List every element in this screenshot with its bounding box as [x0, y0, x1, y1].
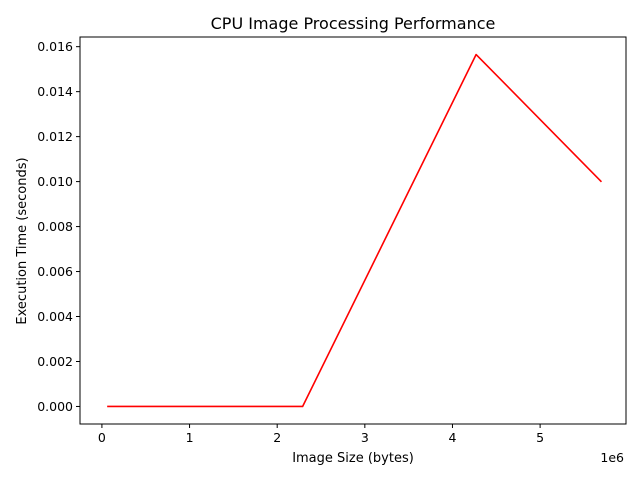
y-tick-label: 0.004 [37, 309, 73, 324]
y-tick-label: 0.002 [37, 354, 73, 369]
y-tick-label: 0.010 [37, 174, 73, 189]
y-axis-label: Execution Time (seconds) [15, 157, 30, 324]
x-tick-label: 1 [186, 430, 194, 445]
x-tick-label: 5 [536, 430, 544, 445]
y-tick-label: 0.016 [37, 39, 73, 54]
y-tick-label: 0.012 [37, 129, 73, 144]
x-tick-label: 0 [98, 430, 106, 445]
plot-area: 0 1 2 3 4 5 0.000 0.002 0.004 0.006 0.008 0.010 0.01… [37, 36, 627, 445]
x-tick-label: 3 [361, 430, 369, 445]
y-tick-label: 0.000 [37, 399, 73, 414]
plot-frame [79, 36, 627, 425]
x-tick-label: 2 [273, 430, 281, 445]
y-tick-label: 0.008 [37, 219, 73, 234]
chart-title: CPU Image Processing Performance [211, 14, 496, 33]
y-tick-label: 0.006 [37, 264, 73, 279]
x-axis-label: Image Size (bytes) [292, 451, 414, 466]
x-axis-offset-label: 1e6 [600, 450, 624, 465]
x-tick-label: 4 [448, 430, 456, 445]
series-line-0 [107, 53, 603, 408]
y-tick-label: 0.014 [37, 84, 73, 99]
